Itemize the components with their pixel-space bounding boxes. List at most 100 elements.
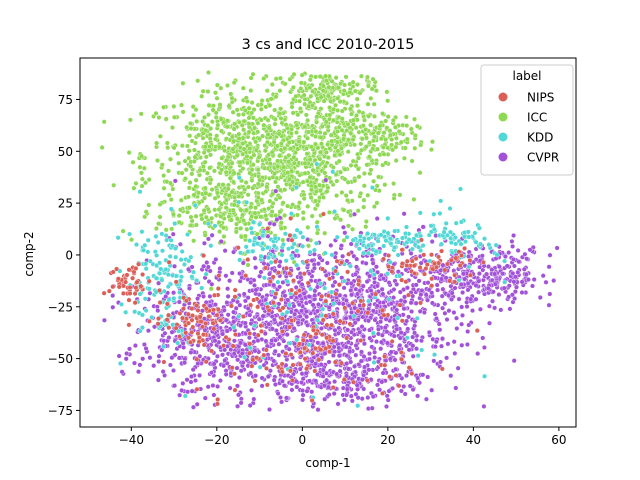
scatter-point [458, 186, 464, 192]
scatter-point [195, 307, 201, 313]
scatter-point [325, 93, 331, 99]
scatter-point [171, 145, 177, 151]
scatter-point [245, 257, 251, 263]
scatter-point [314, 224, 320, 230]
scatter-point [223, 273, 229, 279]
scatter-point [186, 205, 192, 211]
scatter-point [277, 75, 283, 81]
scatter-point [257, 177, 263, 183]
scatter-point [444, 261, 450, 267]
scatter-point [294, 212, 300, 218]
scatter-point [274, 216, 280, 222]
scatter-point [371, 204, 377, 210]
scatter-point [194, 356, 200, 362]
scatter-point [350, 237, 356, 243]
scatter-point [428, 147, 434, 153]
scatter-point [261, 352, 267, 358]
scatter-point [189, 329, 195, 335]
scatter-point [446, 308, 452, 314]
scatter-point [327, 105, 333, 111]
scatter-point [294, 248, 300, 254]
scatter-point [494, 252, 500, 258]
x-tick-label: −40 [119, 433, 144, 447]
scatter-point [302, 160, 308, 166]
scatter-point [359, 136, 365, 142]
scatter-point [188, 163, 194, 169]
scatter-point [324, 322, 330, 328]
scatter-point [156, 221, 162, 227]
scatter-point [256, 154, 262, 160]
scatter-point [393, 366, 399, 372]
scatter-point [153, 225, 159, 231]
scatter-point [126, 297, 132, 303]
scatter-point [314, 317, 320, 323]
scatter-point [358, 358, 364, 364]
scatter-point [496, 292, 502, 298]
scatter-point [246, 115, 252, 121]
scatter-point [389, 142, 395, 148]
scatter-point [540, 273, 546, 279]
scatter-point [262, 165, 268, 171]
scatter-point [314, 114, 320, 120]
scatter-point [271, 243, 277, 249]
scatter-point [381, 256, 387, 262]
scatter-point [342, 176, 348, 182]
scatter-point [511, 232, 517, 238]
scatter-point [486, 303, 492, 309]
scatter-point [221, 363, 227, 369]
scatter-point [153, 275, 159, 281]
scatter-point [406, 237, 412, 243]
scatter-point [220, 182, 226, 188]
scatter-point [418, 142, 424, 148]
scatter-point [231, 80, 237, 86]
scatter-point [252, 255, 258, 261]
scatter-point [379, 390, 385, 396]
scatter-point [381, 312, 387, 318]
scatter-point [297, 313, 303, 319]
scatter-point [201, 150, 207, 156]
scatter-point [262, 142, 268, 148]
scatter-point [291, 241, 297, 247]
scatter-point [322, 250, 328, 256]
scatter-point [367, 351, 373, 357]
scatter-point [370, 146, 376, 152]
scatter-point [473, 239, 479, 245]
scatter-point [444, 355, 450, 361]
plot-frame [79, 57, 577, 428]
scatter-point [173, 279, 179, 285]
scatter-point [314, 119, 320, 125]
scatter-point [120, 228, 126, 234]
scatter-point [277, 284, 283, 290]
scatter-point [318, 134, 324, 140]
scatter-point [191, 192, 197, 198]
scatter-point [310, 167, 316, 173]
scatter-point [224, 82, 230, 88]
scatter-point [155, 308, 161, 314]
scatter-point [467, 272, 473, 278]
scatter-point [365, 230, 371, 236]
scatter-point [232, 121, 238, 127]
scatter-point [184, 377, 190, 383]
scatter-point [368, 167, 374, 173]
scatter-point [159, 162, 165, 168]
scatter-point [330, 353, 336, 359]
scatter-point [169, 329, 175, 335]
scatter-point [160, 369, 166, 375]
scatter-point [315, 302, 321, 308]
scatter-point [312, 292, 318, 298]
scatter-point [313, 240, 319, 246]
scatter-point [278, 140, 284, 146]
scatter-point [231, 202, 237, 208]
scatter-point [374, 200, 380, 206]
scatter-point [254, 241, 260, 247]
points-layer [99, 69, 560, 413]
scatter-point [373, 88, 379, 94]
scatter-point [137, 362, 143, 368]
scatter-point [300, 388, 306, 394]
scatter-point [134, 279, 140, 285]
scatter-point [443, 220, 449, 226]
scatter-point [288, 130, 294, 136]
scatter-point [248, 321, 254, 327]
scatter-point [208, 177, 214, 183]
scatter-point [342, 82, 348, 88]
